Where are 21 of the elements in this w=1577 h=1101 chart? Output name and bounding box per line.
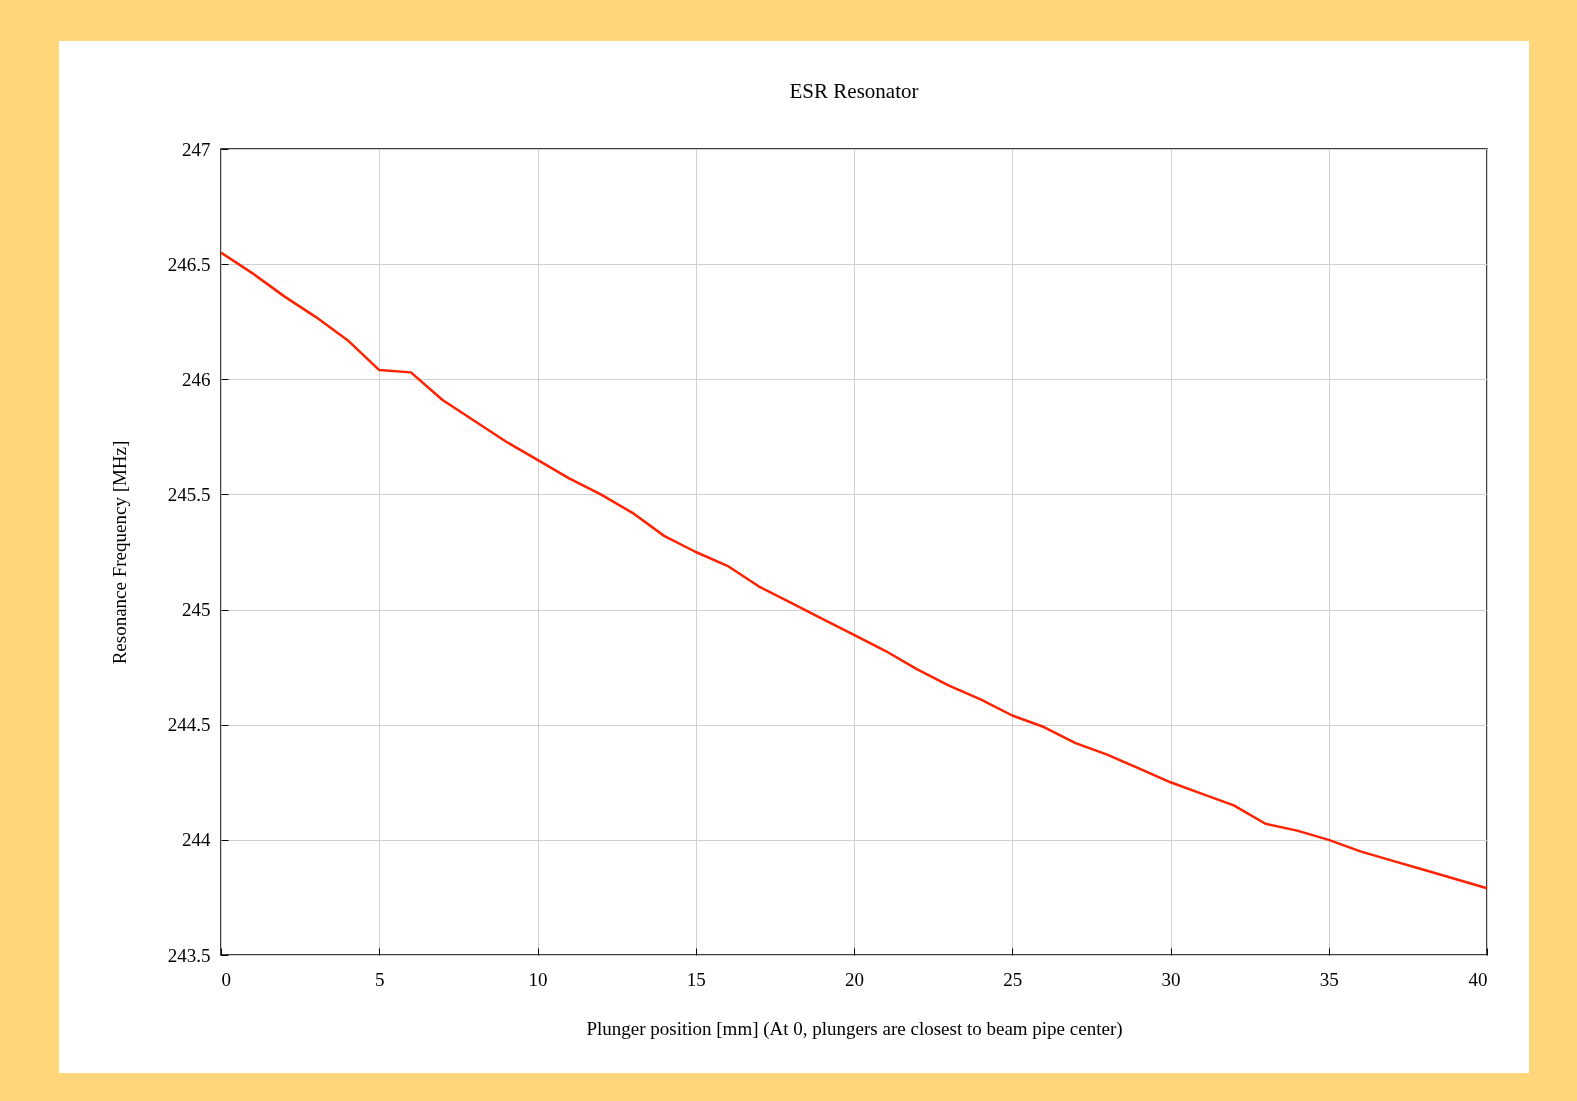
x-tick-label: 0 [221, 968, 231, 990]
x-tick-label: 30 [1161, 968, 1181, 990]
x-tick-label: 5 [375, 968, 385, 990]
y-tick-label: 247 [182, 138, 211, 160]
x-tick-label: 10 [528, 968, 548, 990]
x-tick-label: 25 [1003, 968, 1023, 990]
y-tick-label: 244 [182, 829, 211, 851]
x-axis-title: Plunger position [mm] (At 0, plungers are closest to beam pipe center) [586, 1017, 1123, 1040]
y-tick-label: 245 [182, 599, 211, 621]
y-tick-label: 244.5 [167, 714, 211, 736]
x-tick-label: 40 [1468, 968, 1488, 990]
line-series [219, 251, 1489, 890]
x-tick-label: 15 [686, 968, 706, 990]
x-tick-label: 20 [845, 968, 864, 990]
x-tick-label: 35 [1319, 968, 1339, 990]
chart-title: ESR Resonator [789, 79, 919, 103]
y-tick-label: 245.5 [167, 483, 211, 505]
y-tick-label: 246 [182, 368, 211, 390]
y-axis-title: Resonance Frequency [MHz] [108, 440, 130, 665]
y-tick-label: 243.5 [167, 944, 211, 966]
y-tick-label: 246.5 [167, 253, 211, 275]
